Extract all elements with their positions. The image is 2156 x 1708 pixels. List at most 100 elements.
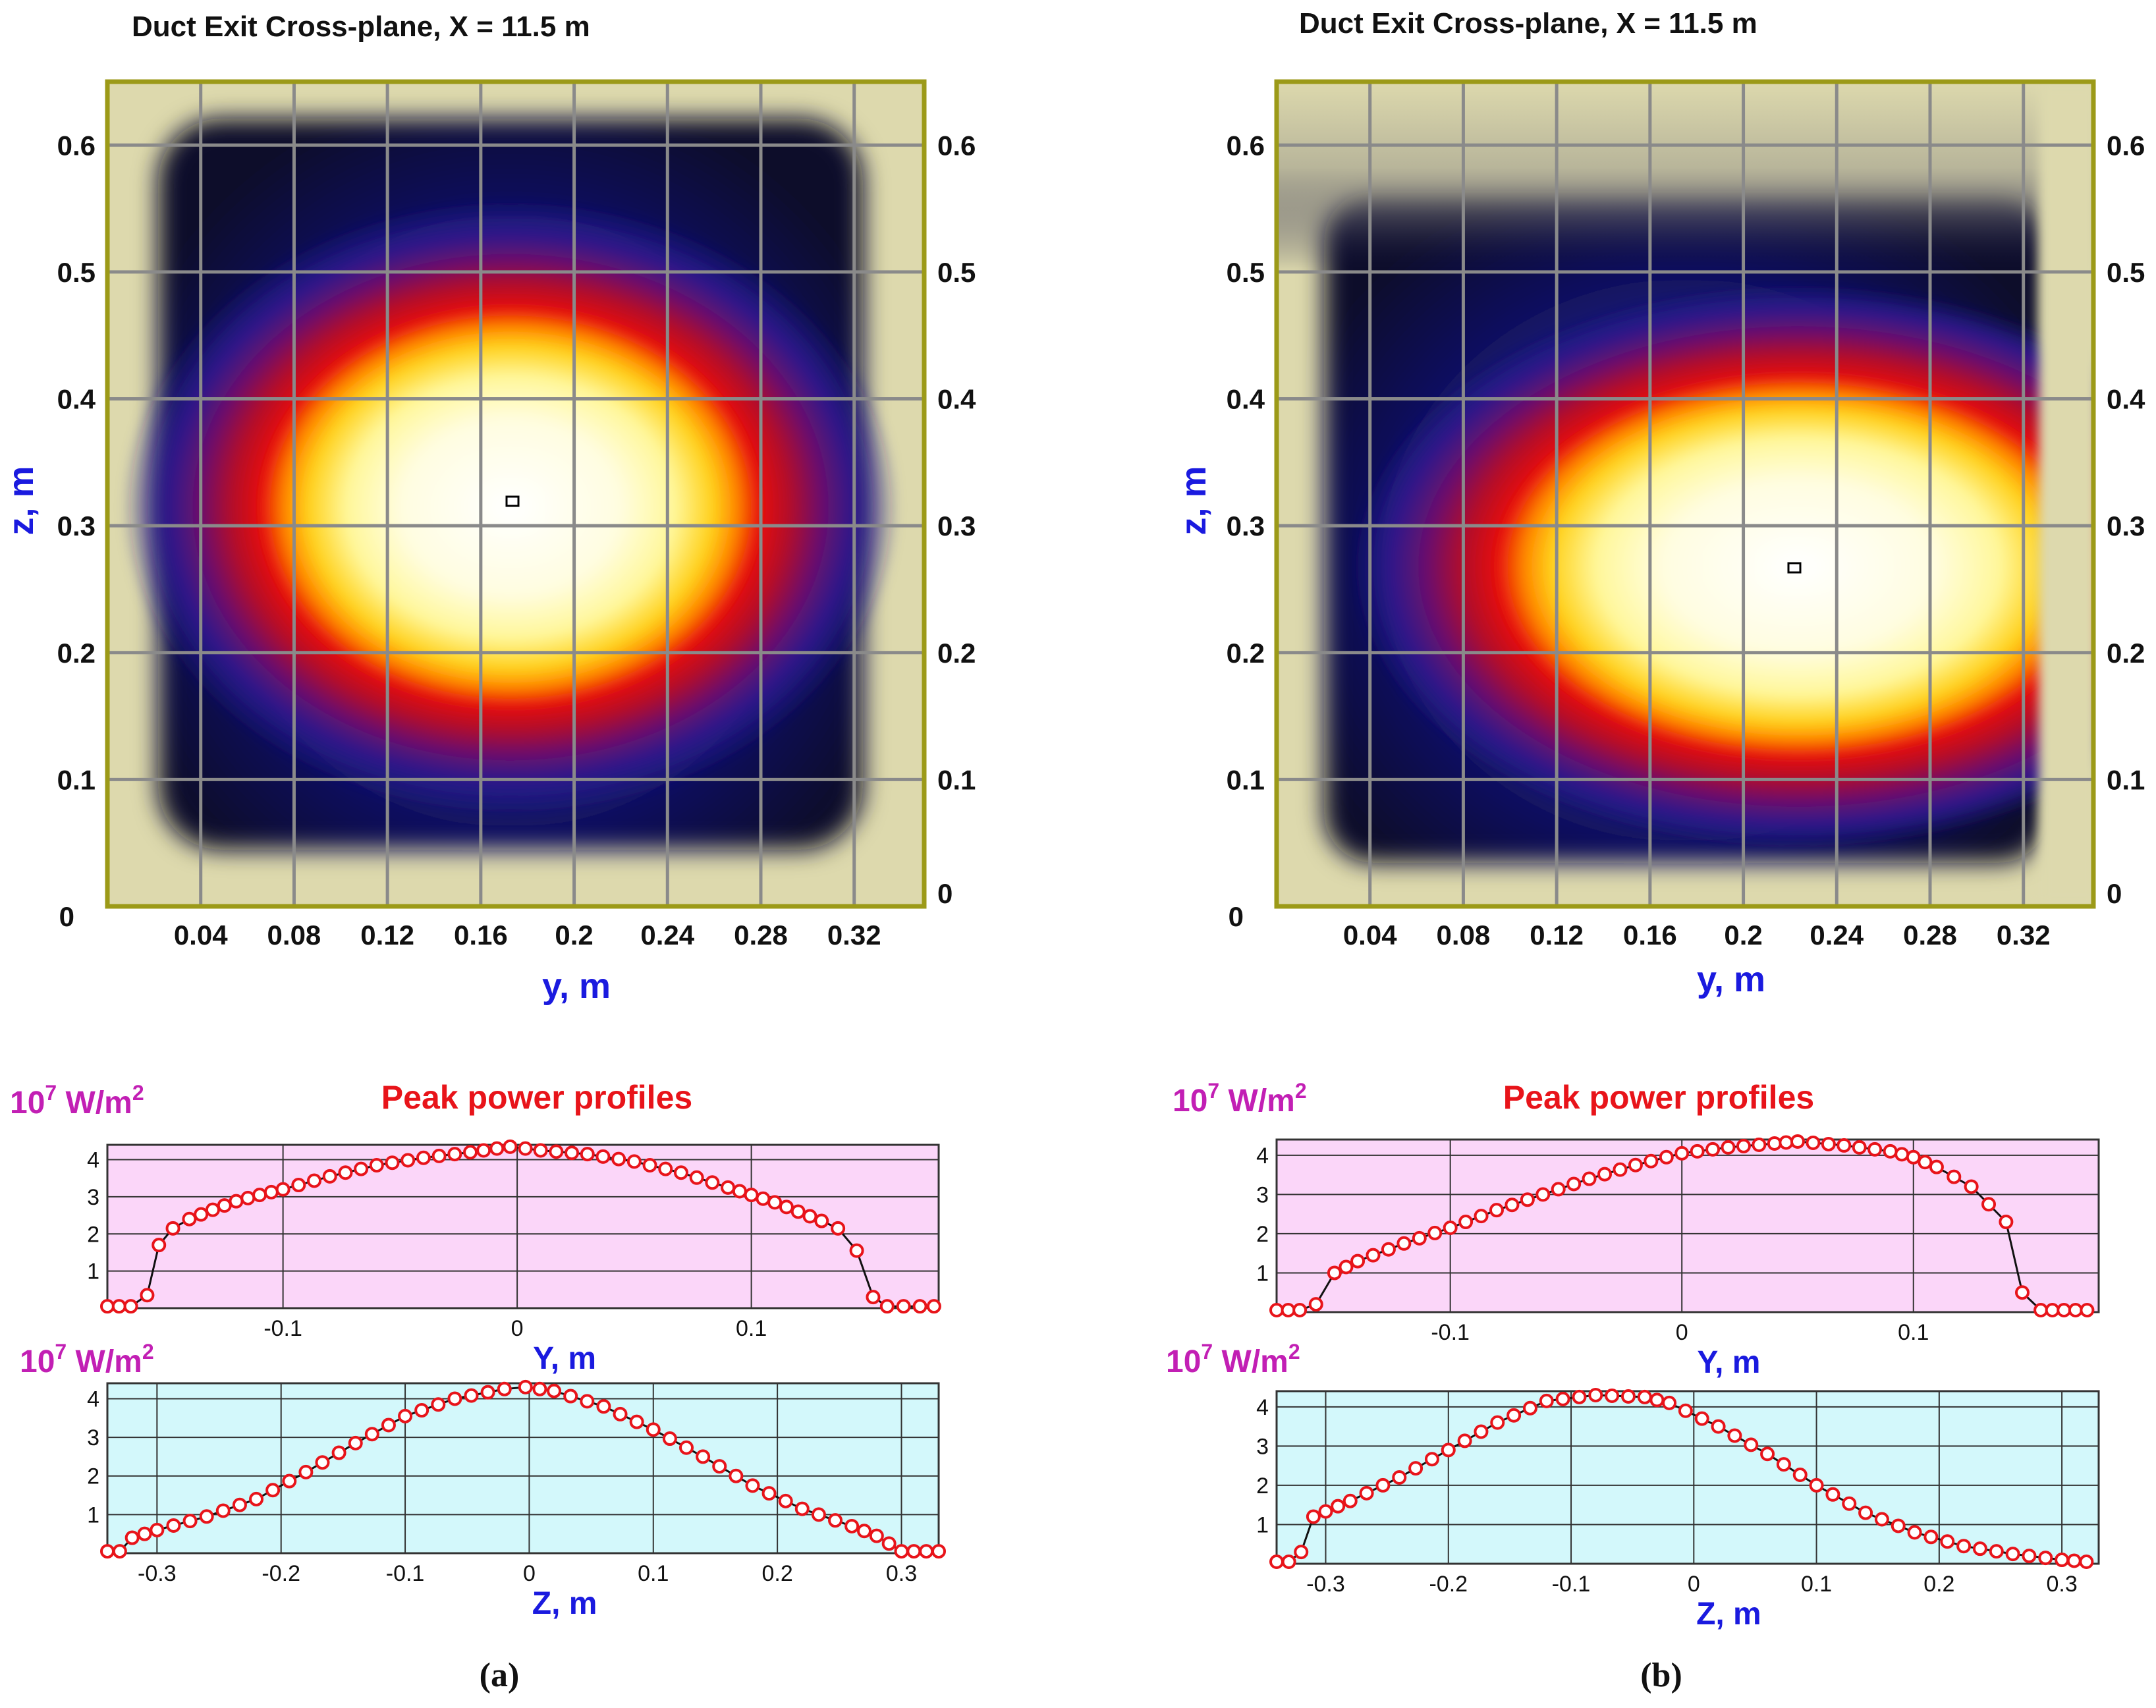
profile-x-tick-label: -0.1 [263,1316,302,1341]
profile-plot-area [1277,1391,2099,1564]
profile-data-point [646,1422,661,1437]
unit-b-top-exp2: 2 [1295,1079,1307,1103]
heatmap-b-top-fade [1277,82,2093,273]
profile-data-point [140,1288,155,1303]
unit-b-top-base: 10 [1173,1084,1207,1118]
profile-data-point [1572,1389,1587,1404]
profile-y-tick-label: 1 [1256,1512,1269,1537]
profile-a-y: 1 2 3 4 -0.1 0 0.1 Y, m [87,1139,941,1376]
profile-x-tick-label: -0.1 [1552,1572,1591,1597]
profile-data-point [705,1175,720,1190]
heatmap-x-tick-label: 0.12 [360,920,414,950]
unit-a-bottom-exp: 7 [55,1340,67,1364]
heatmap-x-tick-label: 0.12 [1530,920,1584,950]
unit-a-bottom: 107 W/m2 [20,1340,154,1379]
profile-data-point [215,1503,231,1518]
profile-data-point [354,1161,369,1176]
profile-data-point [182,1211,197,1226]
profile-data-point [1867,1142,1883,1157]
profile-data-point [232,1497,247,1512]
profile-y-tick-label: 4 [1256,1143,1269,1169]
profile-data-point [1767,1136,1782,1151]
profile-data-point [658,1161,673,1176]
profile-data-point [732,1184,747,1199]
profile-a-z: 1 2 3 4 -0.3 -0.2 -0.1 0 0.1 0.2 0.3 Z, m [87,1379,946,1621]
profile-data-point [480,1385,495,1400]
profile-data-point [814,1213,829,1228]
profile-data-point [662,1431,677,1446]
profile-data-point [1760,1446,1775,1462]
profile-data-point [338,1165,353,1180]
profile-data-point [1308,1297,1323,1312]
profile-data-point [385,1155,400,1171]
heatmap-b-title: Duct Exit Cross-plane, X = 11.5 m [1299,7,1757,40]
profile-data-point [906,1544,922,1559]
profile-data-point [1821,1136,1836,1151]
profile-y-tick-label: 3 [87,1425,99,1450]
profile-y-tick-label: 4 [1256,1395,1269,1420]
profile-data-point [779,1199,794,1215]
profile-data-point [931,1544,946,1559]
profile-data-point [1427,1225,1443,1240]
profile-y-tick-label: 2 [1256,1474,1269,1499]
profile-data-point [414,1403,429,1418]
profile-data-point [721,1180,736,1195]
profile-data-point [1727,1428,1742,1443]
profile-a-title: Peak power profiles [381,1079,692,1116]
heatmap-y-tick-label-right: 0.5 [937,257,976,288]
heatmap-y-tick-label-left: 0.4 [57,384,96,415]
profile-data-point [1891,1518,1906,1533]
heatmap-y-tick-label-left: 0.1 [57,764,96,795]
profile-data-point [1907,1525,1922,1540]
profile-data-point [844,1518,860,1533]
profile-data-point [1539,1393,1554,1408]
heatmap-x-tick-label: 0.24 [1810,920,1864,950]
profile-data-point [1674,1145,1690,1161]
profile-data-point [1972,1541,1987,1556]
profile-data-point [533,1143,548,1158]
profile-data-point [1981,1197,1997,1212]
profile-data-point [1359,1485,1374,1501]
heatmap-b-frame [1274,79,2096,909]
profile-data-point [2057,1303,2072,1318]
profile-data-point [745,1478,760,1493]
profile-data-point [240,1190,256,1205]
profile-y-tick-label: 3 [1256,1434,1269,1459]
profile-data-point [150,1522,165,1537]
profile-x-tick-label: -0.1 [386,1561,425,1586]
profile-b-title: Peak power profiles [1503,1079,1814,1116]
profile-data-point [595,1149,611,1164]
profile-data-point [926,1299,941,1314]
profile-data-point [1505,1198,1520,1213]
profile-data-point [1678,1403,1693,1418]
profile-data-point [166,1518,181,1533]
profile-data-point [794,1501,810,1516]
profile-data-point [1923,1529,1939,1545]
profile-data-point [856,1524,871,1539]
profile-data-point [182,1514,198,1529]
profile-data-point [831,1221,846,1236]
heatmap-b-xlabel: y, m [1697,960,1765,999]
profile-data-point [1474,1209,1489,1224]
profile-plot-area [107,1145,939,1308]
profile-data-point [476,1143,491,1158]
profile-data-point [137,1526,152,1541]
profile-data-point [1752,1137,1767,1152]
profile-data-point [111,1299,126,1314]
unit-b-bottom-mid: W/m [1213,1344,1288,1379]
profile-y-tick-label: 2 [1256,1222,1269,1247]
heatmap-y-tick-label-left: 0.6 [57,130,96,161]
profile-data-point [447,1391,462,1406]
profile-data-point [1644,1153,1659,1169]
profile-data-point [1458,1215,1474,1230]
profile-data-point [712,1459,727,1474]
profile-data-point [291,1178,306,1193]
profile-data-point [1776,1457,1791,1472]
panel-a-heatmap: Duct Exit Cross-plane, X = 11.5 m 0.04 0.… [1,11,976,1006]
profile-y-tick-label: 1 [87,1259,99,1284]
profile-plot-area [1277,1140,2099,1312]
profile-y-tick-label: 1 [1256,1261,1269,1286]
heatmap-y-tick-label-right: 0.4 [2107,384,2145,415]
profile-data-point [1711,1419,1726,1434]
unit-b-top-mid: W/m [1219,1084,1295,1118]
